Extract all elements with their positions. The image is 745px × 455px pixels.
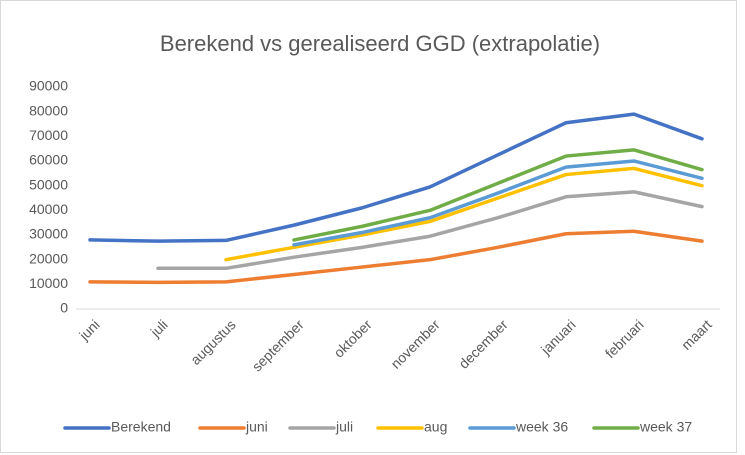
series-line [292,159,704,247]
chart-title: Berekend vs gerealiseerd GGD (extrapolat… [160,31,600,56]
y-tick-label: 70000 [29,127,68,143]
y-tick-label: 40000 [29,201,68,217]
y-tick-label: 90000 [29,78,68,94]
legend-label: week 37 [639,419,692,435]
y-tick-label: 20000 [29,250,68,266]
legend-label: juli [335,419,353,435]
legend-label: Berekend [111,419,171,435]
series-line [88,229,704,285]
y-tick-label: 60000 [29,152,68,168]
y-tick-label: 80000 [29,102,68,118]
y-tick-label: 0 [60,300,68,316]
series-line [88,112,704,243]
y-tick-label: 30000 [29,226,68,242]
series-line [224,166,704,262]
series-line [156,190,704,271]
legend-label: week 36 [515,419,568,435]
y-tick-label: 50000 [29,176,68,192]
y-tick-label: 10000 [29,275,68,291]
legend-label: aug [424,419,447,435]
series-line [292,148,704,242]
legend-label: juni [245,419,268,435]
